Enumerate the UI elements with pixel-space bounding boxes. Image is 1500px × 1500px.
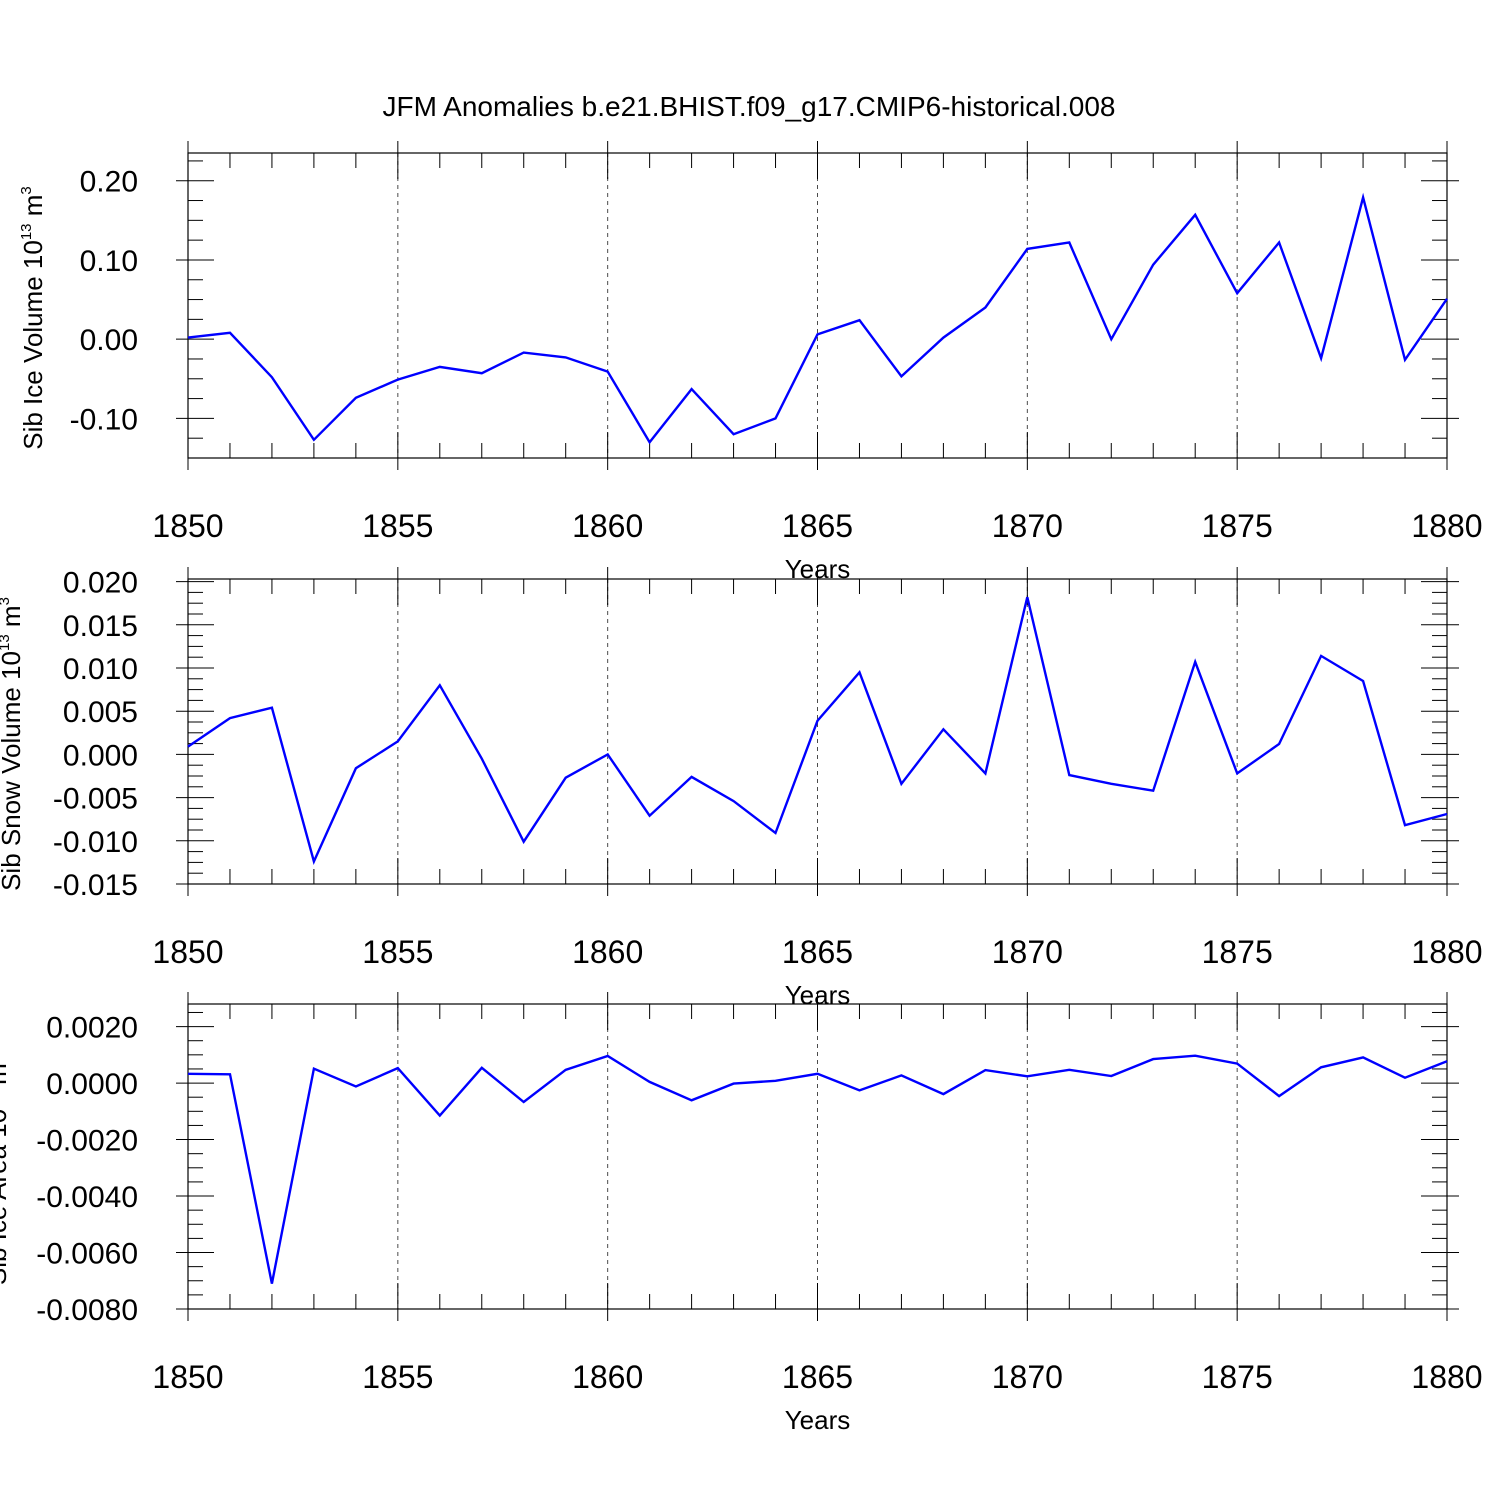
- x-tick-label-1860: 1860: [572, 508, 643, 544]
- y-tick-label: -0.015: [53, 869, 138, 902]
- y-tick-label: -0.0060: [36, 1238, 138, 1271]
- chart-title: JFM Anomalies b.e21.BHIST.f09_g17.CMIP6-…: [382, 91, 1115, 122]
- y-tick-label: 0.20: [80, 166, 138, 199]
- series-line-0: [187, 192, 1448, 445]
- x-tick-label-1875: 1875: [1202, 508, 1273, 544]
- x-tick-label-1880: 1880: [1411, 934, 1482, 970]
- x-tick-label-1870: 1870: [992, 508, 1063, 544]
- y-axis-label-1: Sib Snow Volume 1013 m3: [0, 597, 26, 891]
- series-line-1: [187, 596, 1448, 866]
- series-line-2: [187, 1054, 1448, 1284]
- y-tick-label: -0.0040: [36, 1181, 138, 1214]
- x-tick-label-1850: 1850: [152, 934, 223, 970]
- y-tick-label: 0.015: [63, 610, 138, 643]
- x-tick-label-1855: 1855: [362, 508, 433, 544]
- y-tick-label: -0.0080: [36, 1294, 138, 1327]
- x-tick-label-1850: 1850: [152, 508, 223, 544]
- x-tick-label-1865: 1865: [782, 934, 853, 970]
- x-tick-label-1865: 1865: [782, 1359, 853, 1395]
- x-tick-label-1865: 1865: [782, 508, 853, 544]
- y-tick-label: 0.000: [63, 739, 138, 772]
- x-tick-label-1880: 1880: [1411, 508, 1482, 544]
- y-tick-label: -0.0020: [36, 1125, 138, 1158]
- y-tick-label: -0.010: [53, 826, 138, 859]
- y-tick-label: -0.005: [53, 783, 138, 816]
- x-tick-label-1855: 1855: [362, 934, 433, 970]
- y-tick-label: 0.10: [80, 245, 138, 278]
- x-tick-label-1875: 1875: [1202, 934, 1273, 970]
- y-tick-label: 0.010: [63, 653, 138, 686]
- y-tick-label: 0.020: [63, 567, 138, 600]
- y-tick-label: 0.0020: [46, 1012, 138, 1045]
- x-tick-label-1875: 1875: [1202, 1359, 1273, 1395]
- y-axis-label-2: Sib Ice Area 1013 m2: [0, 1055, 12, 1285]
- panel-ice-area: Sib Ice Area 1013 m2 1850 1855 1860 1865 187…: [0, 992, 1483, 1435]
- x-axis-label: Years: [785, 1405, 851, 1435]
- panel-ice-volume: Sib Ice Volume 1013 m3 1850 1855 1860 1865 1…: [18, 141, 1483, 584]
- y-tick-label: 0.00: [80, 324, 138, 357]
- x-tick-label-1855: 1855: [362, 1359, 433, 1395]
- x-tick-label-1850: 1850: [152, 1359, 223, 1395]
- y-axis-label-0: Sib Ice Volume 1013 m3: [18, 186, 48, 450]
- x-tick-label-1880: 1880: [1411, 1359, 1482, 1395]
- x-tick-label-1870: 1870: [992, 934, 1063, 970]
- y-tick-label: 0.0000: [46, 1068, 138, 1101]
- x-tick-label-1860: 1860: [572, 1359, 643, 1395]
- y-tick-label: -0.10: [70, 403, 138, 436]
- panel-snow-volume: Sib Snow Volume 1013 m3 1850 1855 1860 1865…: [0, 567, 1483, 1010]
- x-tick-label-1870: 1870: [992, 1359, 1063, 1395]
- y-tick-label: 0.005: [63, 696, 138, 729]
- x-tick-label-1860: 1860: [572, 934, 643, 970]
